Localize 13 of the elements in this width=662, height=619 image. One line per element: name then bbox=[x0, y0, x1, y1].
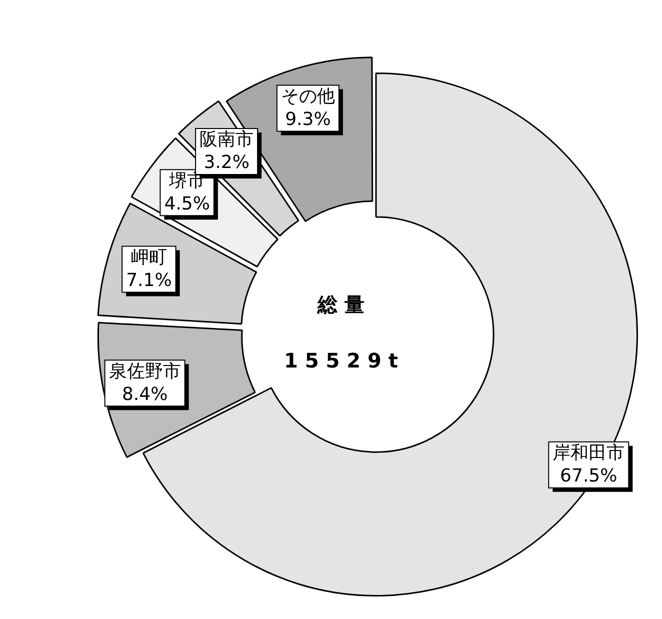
slice-label: 泉佐野市 bbox=[108, 360, 181, 382]
data-label: 8.4% bbox=[122, 384, 168, 405]
slice-label: その他 bbox=[280, 86, 335, 107]
data-label: 9.3% bbox=[285, 108, 331, 130]
slice-label: 阪南市 bbox=[200, 129, 254, 150]
data-label: 3.2% bbox=[204, 152, 250, 174]
data-label: 4.5% bbox=[164, 193, 210, 214]
text: 1 5 5 2 9 t bbox=[284, 348, 398, 373]
data-label: 7.1% bbox=[126, 270, 172, 291]
text: 総 量 bbox=[316, 292, 364, 317]
data-label: 67.5% bbox=[560, 465, 618, 486]
slice-label: 岸和田市 bbox=[552, 442, 625, 464]
slice-label: 岬町 bbox=[130, 246, 167, 268]
